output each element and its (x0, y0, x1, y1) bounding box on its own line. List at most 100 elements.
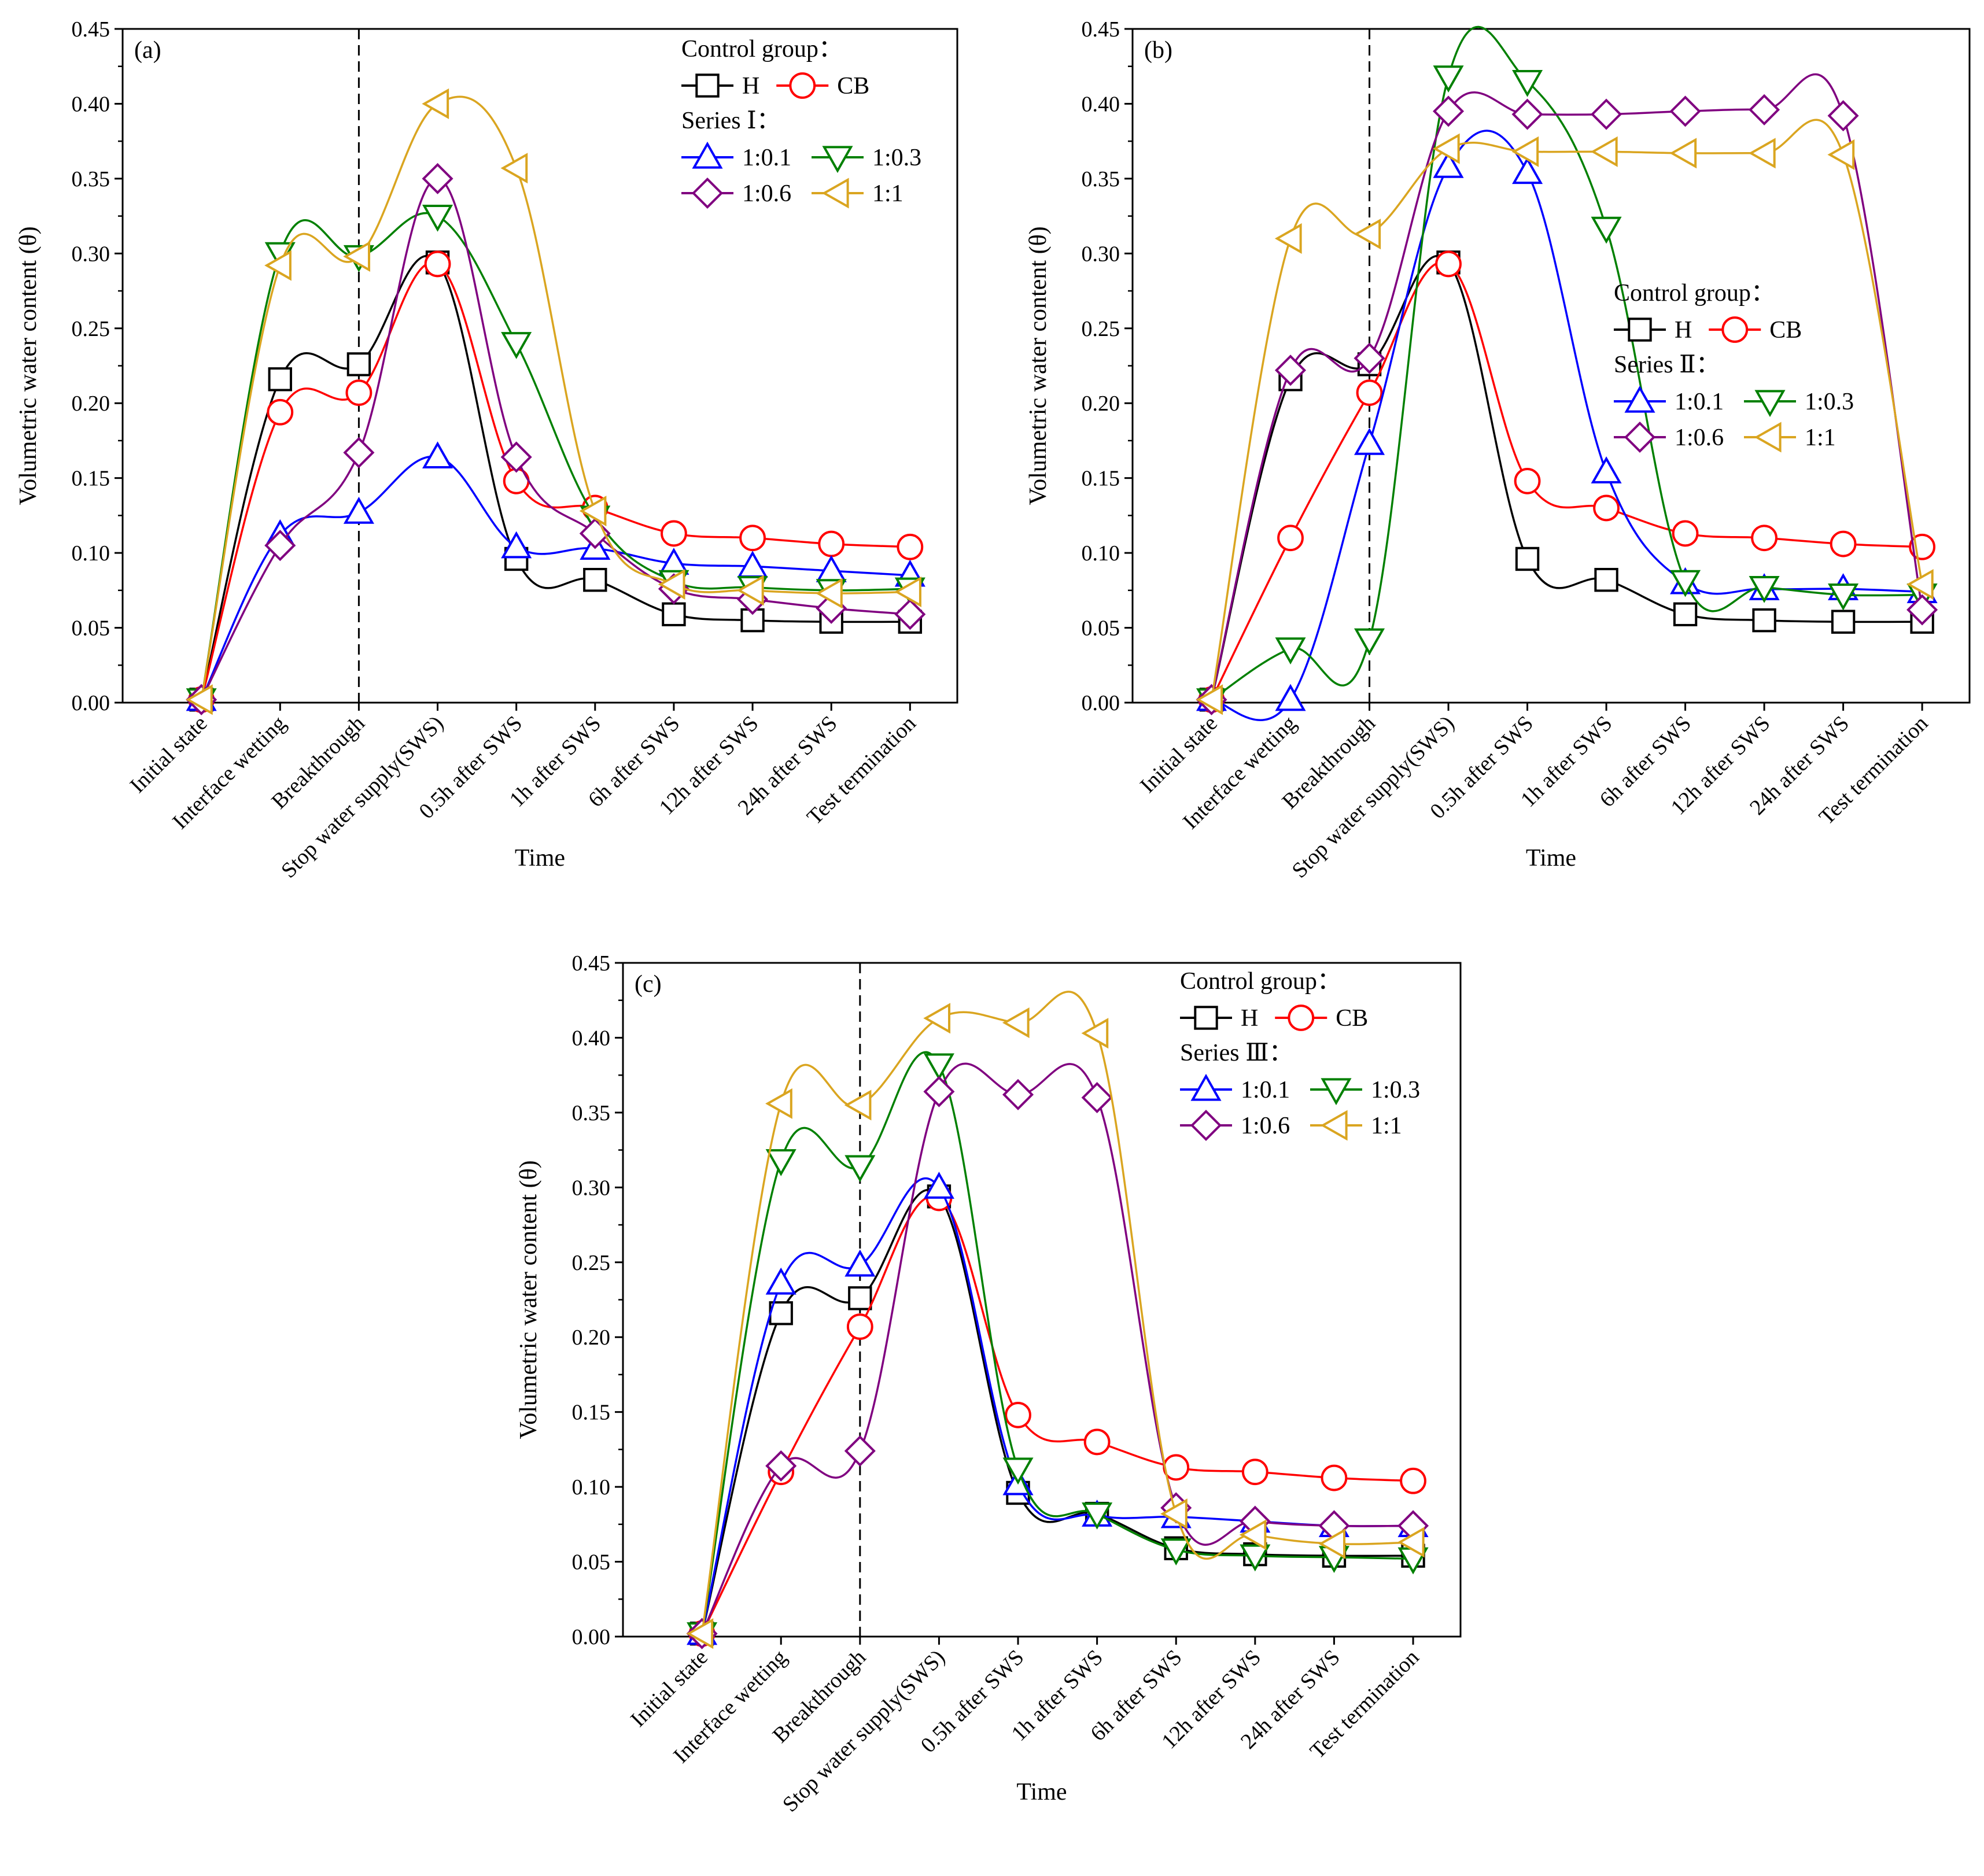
legend-marker (1321, 1078, 1352, 1106)
data-point (1002, 1079, 1034, 1110)
y-tick-label: 0.15 (72, 467, 110, 491)
data-point (1673, 602, 1698, 626)
data-point (424, 250, 451, 278)
data-point (1670, 570, 1701, 597)
series-line (701, 1062, 1414, 1634)
data-point (894, 599, 926, 630)
data-point (268, 367, 292, 392)
data-point (658, 568, 685, 600)
data-point (1354, 427, 1385, 455)
data-point (1752, 608, 1776, 633)
legend-control-title: Control group： (1180, 968, 1341, 995)
y-tick-label: 0.30 (1082, 242, 1120, 266)
data-point (264, 530, 296, 562)
y-tick-label: 0.30 (572, 1176, 611, 1200)
x-axis-label: Time (1016, 1779, 1067, 1805)
data-point (1321, 1464, 1348, 1491)
legend-label: H (1675, 317, 1692, 344)
legend-marker (1628, 317, 1652, 342)
x-tick-label: Initial state (126, 711, 212, 798)
legend-label: H (742, 73, 759, 99)
data-point (1275, 684, 1306, 711)
series-1:0.1 (687, 1172, 1429, 1645)
data-point (894, 576, 921, 607)
series-1:0.1 (186, 441, 925, 711)
data-point (501, 332, 532, 359)
data-point (1356, 379, 1383, 406)
series-line (1210, 73, 1923, 700)
data-point (1354, 342, 1385, 374)
x-tick-label: Stop water supply(SWS) (276, 711, 448, 883)
legend-marker (1190, 1109, 1222, 1142)
data-point (501, 531, 532, 559)
data-point (1827, 139, 1855, 171)
data-point (1906, 568, 1934, 600)
data-point (737, 551, 768, 578)
series-CB (688, 1184, 1426, 1647)
series-H (1199, 250, 1934, 712)
data-point (1590, 136, 1618, 167)
data-point (346, 352, 371, 376)
data-point (661, 520, 687, 547)
data-point (264, 250, 292, 281)
y-tick-label: 0.20 (572, 1325, 611, 1350)
series-CB (1198, 250, 1935, 713)
legend-marker (789, 72, 816, 99)
legend-label: 1:0.6 (1675, 424, 1724, 451)
series-line (1211, 25, 1923, 701)
data-point (765, 1149, 796, 1176)
data-point (662, 602, 686, 626)
legend-marker (692, 141, 723, 169)
data-point (1830, 530, 1857, 557)
series-1:0.3 (687, 1051, 1429, 1649)
data-point (500, 153, 528, 184)
data-point (844, 1435, 876, 1467)
legend-control-title: Control group： (681, 36, 843, 62)
series-1:0.6 (1196, 73, 1938, 715)
data-point (1515, 546, 1540, 571)
y-tick-label: 0.45 (1082, 17, 1120, 42)
data-point (1514, 467, 1541, 494)
legend-series-title: Series Ⅲ： (1180, 1040, 1293, 1066)
legend-marker (821, 178, 849, 209)
legend-label: 1:1 (872, 180, 904, 207)
data-point (1354, 628, 1385, 656)
y-tick-label: 0.10 (1082, 541, 1120, 566)
series-1:0.6 (686, 1062, 1429, 1649)
legend-marker (1288, 1005, 1315, 1031)
y-axis-label: Volumetric water content (θ) (15, 226, 42, 505)
data-point (1354, 219, 1381, 250)
data-point (1591, 456, 1622, 483)
data-point (1748, 138, 1776, 169)
series-1:1 (686, 991, 1425, 1649)
series-line (200, 261, 910, 700)
data-point (422, 88, 449, 119)
y-tick-label: 0.40 (72, 92, 110, 116)
data-point (1083, 1428, 1111, 1456)
data-point (1669, 138, 1697, 169)
data-point (579, 496, 607, 527)
legend-label: H (1241, 1005, 1258, 1032)
data-point (1005, 1401, 1031, 1428)
y-axis-label: Volumetric water content (θ) (1025, 226, 1052, 505)
y-tick-label: 0.25 (572, 1251, 611, 1275)
legend: Control group： H CB Series Ⅰ： 1:0.1 1:0.3 1:0.… (681, 36, 921, 209)
data-point (1241, 1458, 1268, 1486)
y-tick-label: 0.20 (1082, 392, 1120, 416)
panel-label: (a) (134, 37, 161, 64)
x-tick-label: Stop water supply(SWS) (1288, 711, 1459, 883)
data-point (500, 441, 532, 473)
chart-panel-2: 0.00 0.05 0.10 0.15 0.20 0.25 0.30 0.35 0.40 0.45… (1025, 17, 1971, 883)
data-point (1082, 1502, 1113, 1530)
legend-marker (1754, 390, 1786, 418)
data-point (1277, 525, 1304, 552)
data-point (1591, 216, 1622, 244)
series-line (701, 1195, 1414, 1634)
data-point (1433, 65, 1464, 93)
legend-marker (822, 146, 853, 173)
series-H (189, 250, 923, 712)
legend-label: 1:0.6 (742, 180, 791, 207)
y-tick-label: 0.10 (572, 1475, 611, 1500)
y-tick-label: 0.00 (72, 691, 110, 715)
